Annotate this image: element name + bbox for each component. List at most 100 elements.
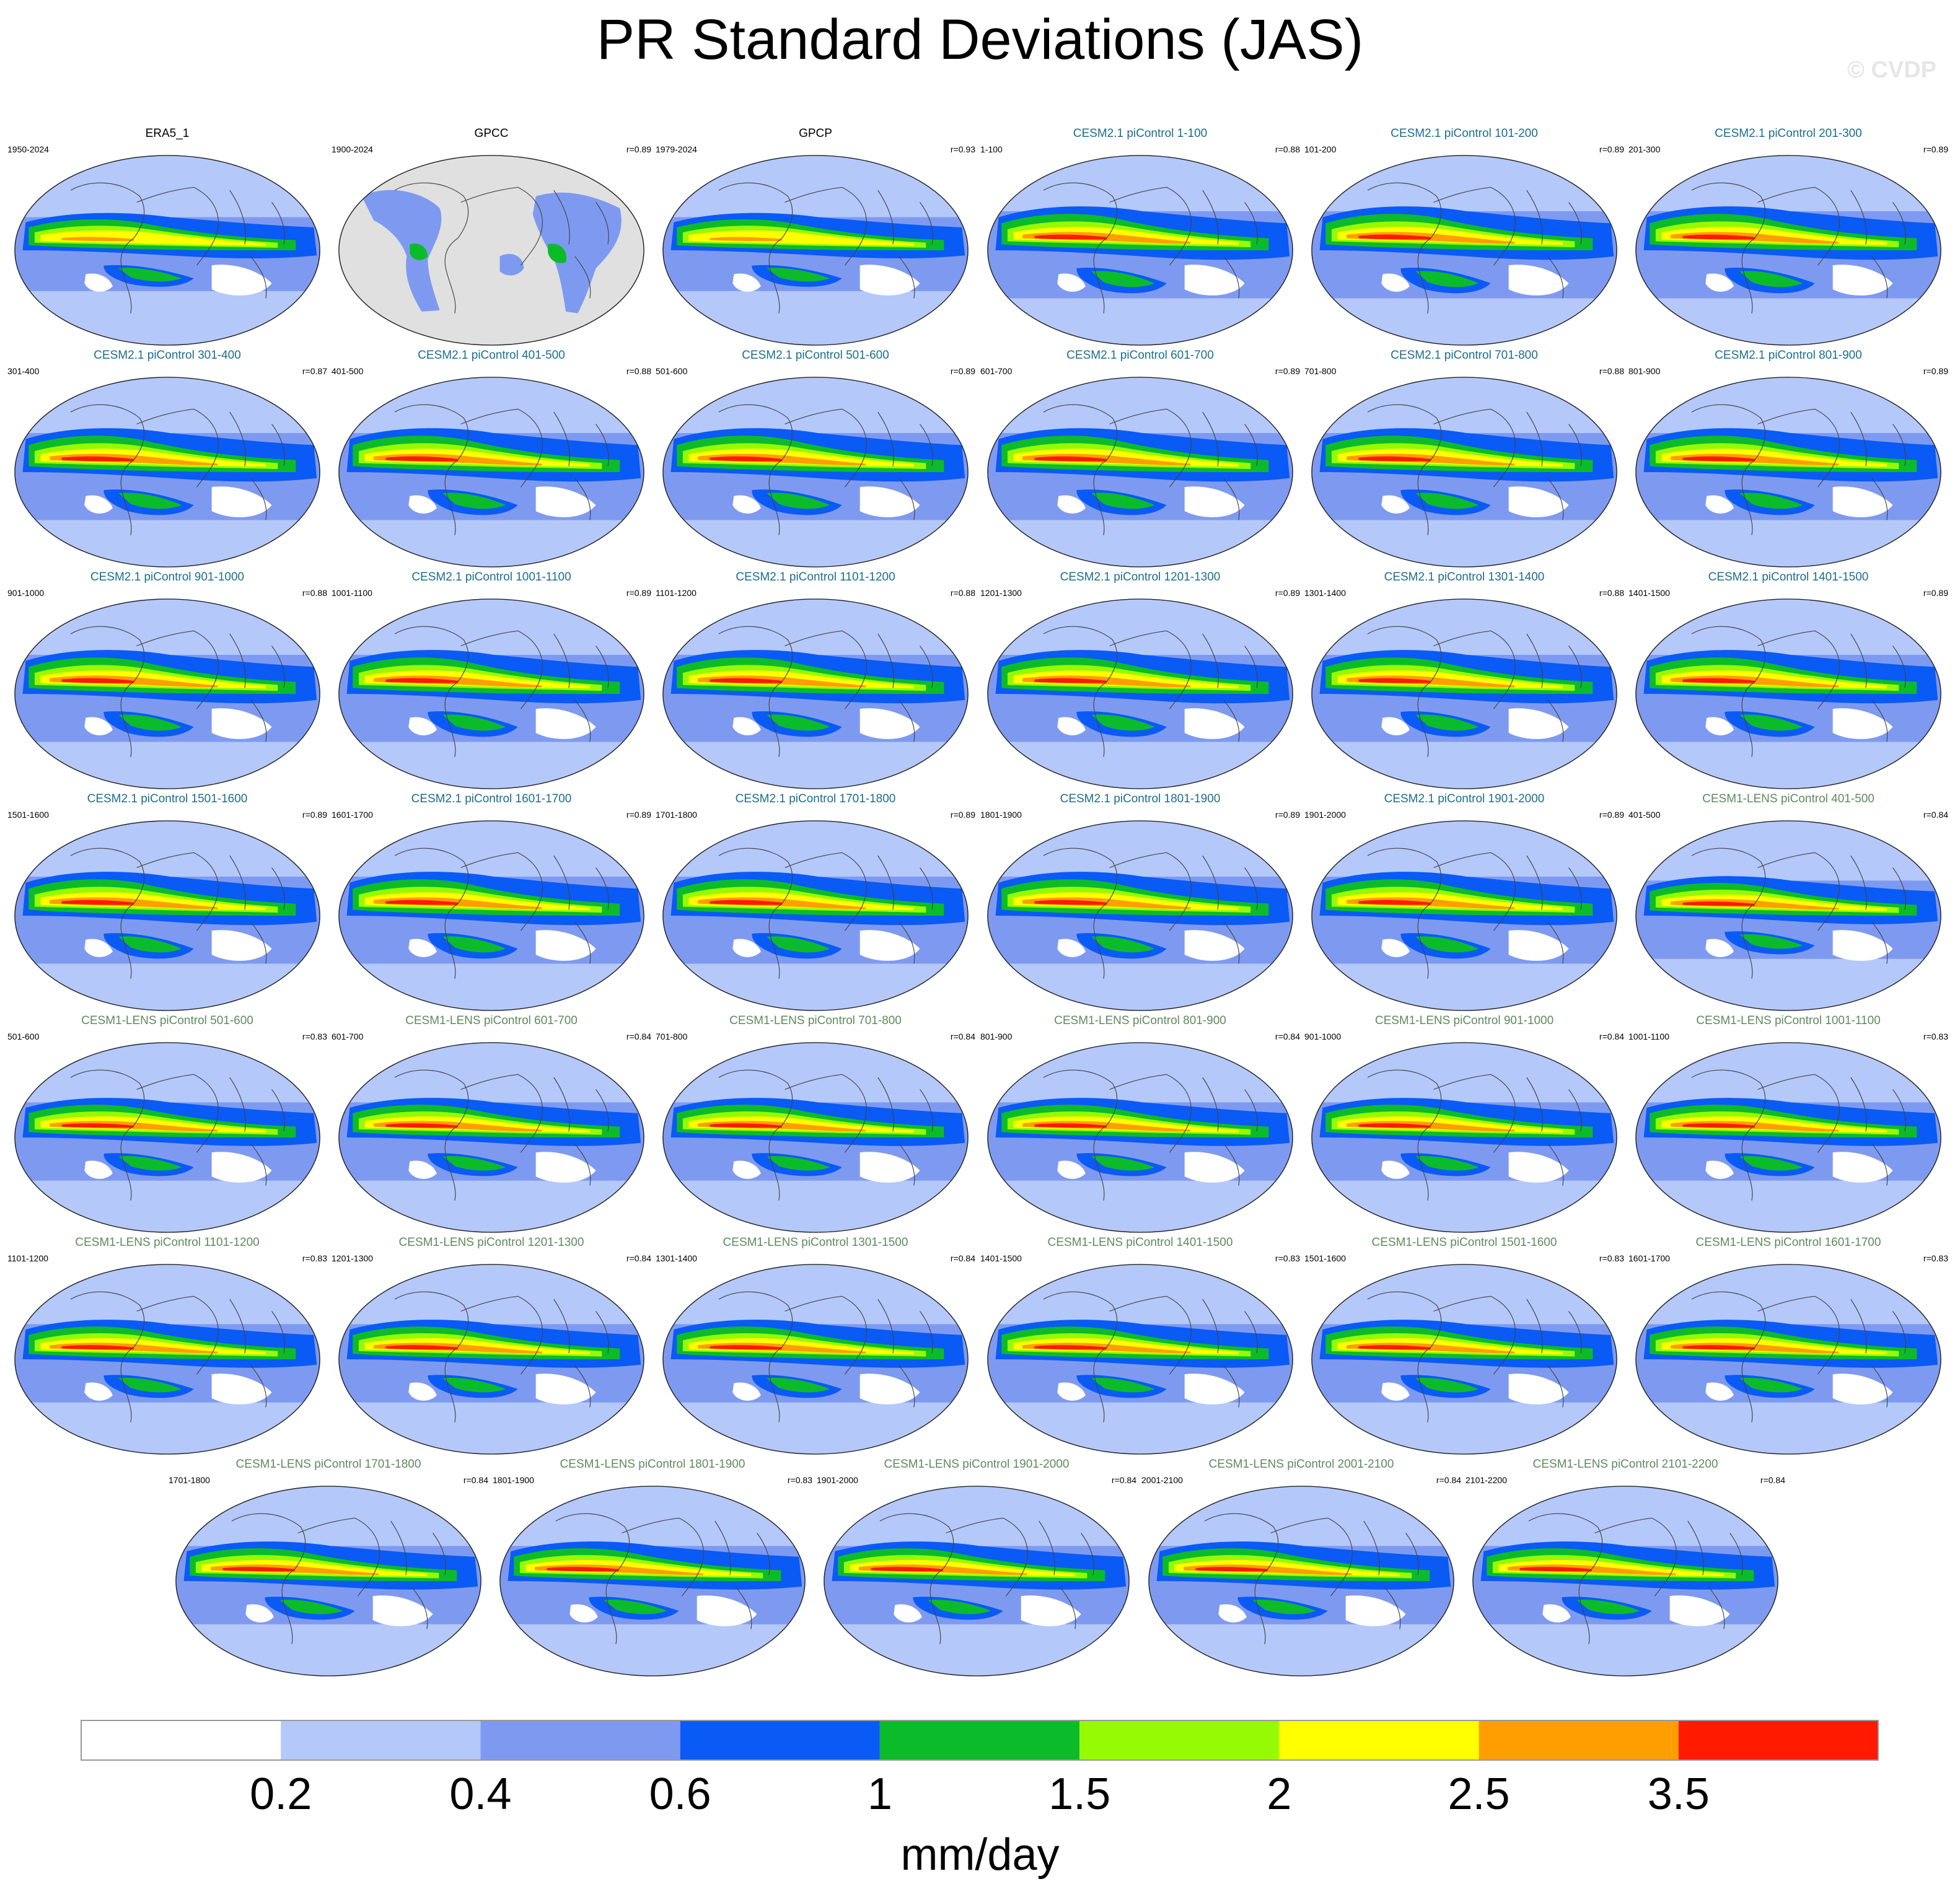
map-outline xyxy=(1635,377,1941,567)
map-outline xyxy=(662,1042,969,1233)
field-contour xyxy=(1091,493,1155,509)
field-contour xyxy=(928,1600,991,1615)
dry-region xyxy=(1381,1152,1569,1183)
map-outline xyxy=(1311,598,1617,789)
panel-period: 1501-1600 xyxy=(7,810,49,820)
map-outline xyxy=(1311,1042,1617,1233)
field-contour xyxy=(547,1567,619,1572)
panel-period: 1501-1600 xyxy=(1304,1253,1346,1263)
field-contour xyxy=(118,493,182,509)
field-contour xyxy=(1358,234,1431,240)
dry-region xyxy=(1381,1374,1569,1404)
robinson-map xyxy=(338,377,644,567)
panel-correlation: r=0.84 xyxy=(626,1253,651,1263)
panel-title: CESM1-LENS piControl 901-1000 xyxy=(1374,1014,1554,1027)
robinson-map xyxy=(1311,377,1617,567)
field-contour xyxy=(1034,900,1107,905)
robinson-map xyxy=(662,1264,969,1455)
field-contour xyxy=(14,412,320,538)
panel-period: 601-700 xyxy=(980,366,1013,376)
coastline xyxy=(1043,1069,1258,1201)
panel-period: 1301-1400 xyxy=(1304,588,1346,598)
panel-period: 1801-1900 xyxy=(493,1475,534,1485)
field-contour xyxy=(14,634,320,760)
coastline xyxy=(879,1513,1094,1644)
coastline xyxy=(394,626,609,757)
panel-correlation: r=0.89 xyxy=(1275,810,1300,820)
field-contour xyxy=(175,1527,481,1641)
field-contour xyxy=(61,1123,134,1128)
dry-region xyxy=(84,930,272,961)
coastline xyxy=(1367,1291,1582,1422)
colorbar-tick-label: 2 xyxy=(1267,1769,1292,1819)
robinson-map xyxy=(662,155,969,346)
panel-title: CESM2.1 piControl 901-1000 xyxy=(90,571,245,584)
colorbar-units: mm/day xyxy=(900,1830,1060,1880)
field-contour xyxy=(61,237,134,242)
map-panel: CESM1-LENS piControl 1401-1500 1401-1500 r… xyxy=(979,1236,1301,1456)
field-contour xyxy=(987,1083,1293,1197)
coastline xyxy=(555,1513,770,1644)
map-panel: CESM1-LENS piControl 1301-1500 1301-1400 r… xyxy=(654,1236,977,1456)
field-contour xyxy=(662,856,969,982)
panel-period: 1701-1800 xyxy=(656,810,697,820)
panel-title: CESM2.1 piControl 1101-1200 xyxy=(736,571,895,584)
panel-correlation: r=0.89 xyxy=(626,810,651,820)
panel-correlation: r=0.83 xyxy=(1275,1253,1300,1263)
field-contour xyxy=(987,412,1293,538)
field-contour xyxy=(1682,1123,1755,1128)
field-contour xyxy=(1311,1083,1617,1197)
robinson-map xyxy=(1635,598,1941,789)
map-outline xyxy=(1635,155,1941,346)
panel-title: CESM2.1 piControl 601-700 xyxy=(1066,349,1214,362)
field-contour xyxy=(1415,271,1479,287)
panel-period: 2101-2200 xyxy=(1466,1475,1507,1485)
dry-region xyxy=(1381,486,1569,517)
coastline xyxy=(1367,1069,1582,1201)
map-panel: CESM2.1 piControl 1701-1800 1701-1800 r=0.… xyxy=(654,792,977,1012)
panel-correlation: r=0.89 xyxy=(626,144,651,154)
panel-title: CESM2.1 piControl 1-100 xyxy=(1073,127,1208,140)
robinson-map xyxy=(1635,820,1941,1011)
coastline xyxy=(1691,626,1906,757)
field-contour xyxy=(1195,1567,1268,1572)
field-contour xyxy=(710,1345,782,1350)
map-panel: CESM2.1 piControl 1901-2000 1901-2000 r=0.… xyxy=(1303,792,1625,1012)
map-outline xyxy=(338,1042,644,1233)
field-contour xyxy=(871,1567,943,1572)
field-contour xyxy=(1682,901,1755,906)
panel-title: CESM2.1 piControl 801-900 xyxy=(1715,349,1862,362)
panel-title: CESM1-LENS piControl 1501-1600 xyxy=(1371,1236,1557,1249)
map-outline xyxy=(987,1042,1293,1233)
field-contour xyxy=(662,634,969,760)
map-outline xyxy=(824,1486,1130,1676)
field-contour xyxy=(1682,678,1755,683)
panel-title: CESM1-LENS piControl 1401-1500 xyxy=(1047,1236,1233,1249)
map-outline xyxy=(338,1264,644,1455)
field-contour xyxy=(338,1083,644,1197)
robinson-map xyxy=(1472,1486,1778,1676)
robinson-map xyxy=(1635,377,1941,567)
panel-correlation: r=0.88 xyxy=(950,588,975,598)
panel-period: 2001-2100 xyxy=(1141,1475,1183,1485)
field-contour xyxy=(987,856,1293,982)
map-panel: CESM1-LENS piControl 1601-1700 1601-1700 r… xyxy=(1627,1236,1949,1456)
field-contour xyxy=(14,856,320,982)
field-contour xyxy=(1311,1305,1617,1419)
colorbar-tick-label: 2.5 xyxy=(1448,1769,1510,1819)
panel-title: CESM2.1 piControl 1801-1900 xyxy=(1060,792,1221,805)
panel-correlation: r=0.89 xyxy=(626,588,651,598)
dry-region xyxy=(894,1595,1081,1626)
panel-title: CESM1-LENS piControl 1801-1900 xyxy=(560,1458,745,1471)
robinson-map xyxy=(1635,1042,1941,1233)
map-outline xyxy=(987,820,1293,1011)
map-outline xyxy=(1472,1486,1778,1676)
colorbar-tick-label: 0.4 xyxy=(449,1769,512,1819)
dry-region xyxy=(1057,708,1245,739)
coastline xyxy=(70,1291,285,1422)
panel-correlation: r=0.84 xyxy=(463,1475,488,1485)
coastline xyxy=(1691,404,1906,535)
panel-title: CESM1-LENS piControl 1001-1100 xyxy=(1696,1014,1881,1027)
panel-title: CESM2.1 piControl 201-300 xyxy=(1715,127,1862,140)
coastline xyxy=(394,1069,609,1201)
